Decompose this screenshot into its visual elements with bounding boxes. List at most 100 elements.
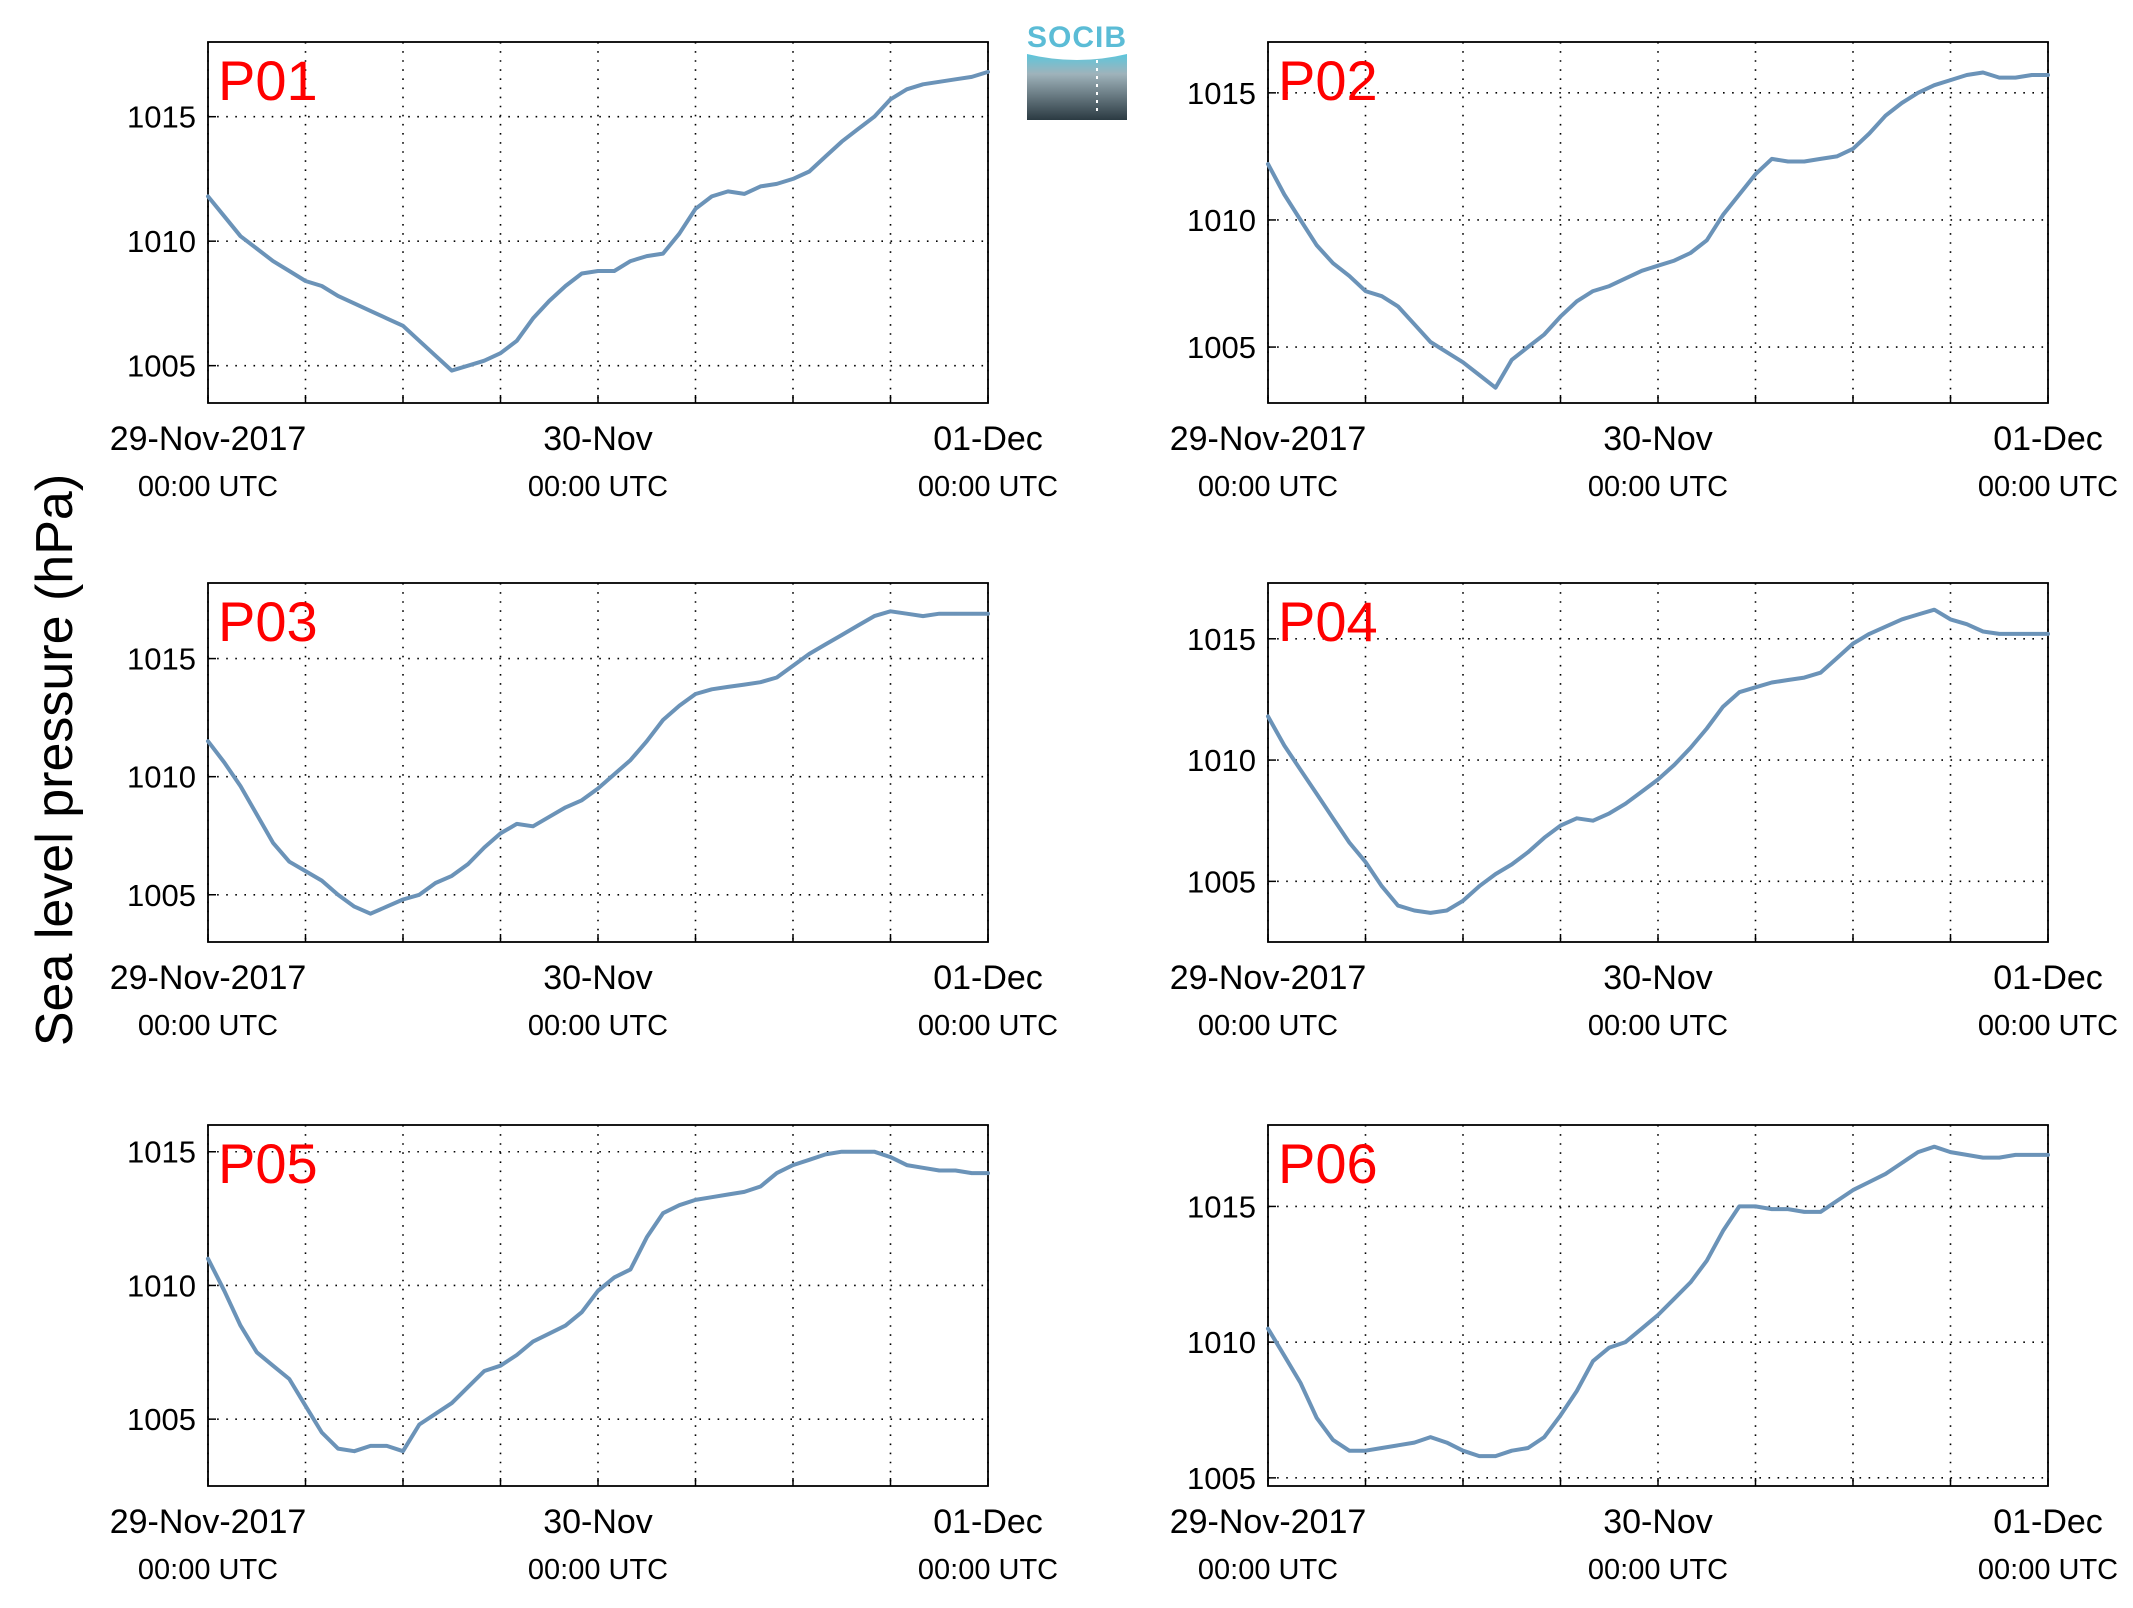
data-point xyxy=(1656,1313,1660,1317)
data-point xyxy=(320,284,324,288)
data-point xyxy=(677,232,681,236)
data-point xyxy=(2030,1153,2034,1157)
data-point xyxy=(1867,132,1871,135)
data-point xyxy=(970,1171,974,1175)
data-point xyxy=(1542,836,1546,840)
data-point xyxy=(547,299,551,303)
x-tick-label-time: 00:00 UTC xyxy=(1198,471,1338,503)
data-point xyxy=(1412,322,1416,326)
data-point xyxy=(1266,1327,1270,1331)
data-point xyxy=(1819,1210,1822,1214)
data-point xyxy=(954,612,957,616)
data-point xyxy=(1412,1441,1416,1445)
data-point xyxy=(222,1289,226,1293)
data-point xyxy=(1559,315,1562,319)
data-point xyxy=(1656,264,1660,268)
data-point xyxy=(417,1423,421,1426)
axes-box xyxy=(207,582,989,943)
axes-box xyxy=(1267,1124,2049,1487)
data-point xyxy=(1932,83,1936,87)
x-tick-label-time: 00:00 UTC xyxy=(528,1554,668,1586)
data-point xyxy=(1851,1188,1855,1192)
data-point xyxy=(2030,632,2034,636)
data-point xyxy=(1591,1359,1595,1363)
data-point xyxy=(564,284,567,288)
data-point xyxy=(499,1364,502,1368)
data-point xyxy=(434,881,437,885)
data-point xyxy=(856,1150,860,1154)
data-point xyxy=(287,269,291,273)
data-point xyxy=(1721,705,1725,709)
data-point xyxy=(1640,269,1644,273)
socib-logo: SOCIB xyxy=(1027,21,1127,120)
data-point xyxy=(1299,218,1302,222)
data-point xyxy=(1575,816,1579,820)
data-point xyxy=(580,798,584,802)
data-point xyxy=(1672,1297,1676,1301)
data-point xyxy=(1494,386,1497,390)
data-point xyxy=(1266,162,1270,166)
data-point xyxy=(596,1289,600,1293)
data-point xyxy=(2046,632,2050,636)
data-point xyxy=(1461,899,1465,903)
data-point xyxy=(1364,1449,1367,1453)
data-point xyxy=(1266,714,1270,718)
data-point xyxy=(287,860,291,864)
data-point xyxy=(840,1150,844,1154)
data-point xyxy=(531,824,535,828)
x-tick-label-time: 00:00 UTC xyxy=(918,471,1058,503)
data-point xyxy=(596,269,600,273)
data-point xyxy=(596,787,600,790)
axes-box xyxy=(1267,41,2049,404)
x-tick-label-time: 00:00 UTC xyxy=(1588,1554,1728,1586)
data-point xyxy=(2030,73,2034,77)
series-line xyxy=(206,1149,990,1454)
data-point xyxy=(385,316,389,320)
data-point xyxy=(1445,350,1449,354)
data-point xyxy=(336,1447,340,1451)
data-point xyxy=(954,77,957,81)
series-line xyxy=(1266,70,2050,390)
data-point xyxy=(450,874,454,878)
x-tick-label-time: 00:00 UTC xyxy=(1198,1010,1338,1042)
data-point xyxy=(1299,1381,1302,1385)
data-point xyxy=(1965,73,1969,77)
data-point xyxy=(1786,160,1790,163)
y-axis-label: Sea level pressure (hPa) xyxy=(26,474,84,1046)
y-tick-label: 1015 xyxy=(127,1135,196,1170)
data-point xyxy=(759,1185,762,1188)
data-point xyxy=(1721,1229,1725,1233)
data-point xyxy=(434,1412,437,1416)
data-point xyxy=(1689,251,1692,255)
data-point xyxy=(742,1190,746,1194)
x-tick-label-date: 30-Nov xyxy=(543,1503,653,1541)
data-point xyxy=(1396,904,1400,908)
panel-title: P04 xyxy=(1278,590,1378,653)
data-point xyxy=(937,612,941,616)
data-point xyxy=(889,97,892,101)
y-tick-label: 1015 xyxy=(1187,622,1256,657)
data-point xyxy=(1705,727,1709,730)
data-point xyxy=(499,831,502,835)
data-point xyxy=(352,301,356,305)
data-point xyxy=(1299,768,1302,772)
data-point xyxy=(824,155,827,158)
x-tick-label-time: 00:00 UTC xyxy=(528,1010,668,1042)
data-point xyxy=(482,846,486,849)
data-point xyxy=(499,351,502,355)
y-tick-label: 1005 xyxy=(127,878,196,913)
data-point xyxy=(531,316,535,320)
y-tick-label: 1010 xyxy=(1187,203,1256,238)
data-point xyxy=(352,905,356,909)
y-tick-label: 1010 xyxy=(127,1268,196,1303)
data-point xyxy=(1380,294,1384,298)
data-point xyxy=(1819,671,1822,675)
x-tick-label-time: 00:00 UTC xyxy=(138,1010,278,1042)
data-point xyxy=(1949,617,1952,621)
series-line xyxy=(1266,1144,2050,1459)
data-point xyxy=(1364,860,1367,864)
y-tick-label: 1005 xyxy=(127,349,196,384)
data-point xyxy=(1461,360,1465,364)
x-tick-label-date: 29-Nov-2017 xyxy=(1170,1503,1367,1541)
data-point xyxy=(515,822,519,826)
